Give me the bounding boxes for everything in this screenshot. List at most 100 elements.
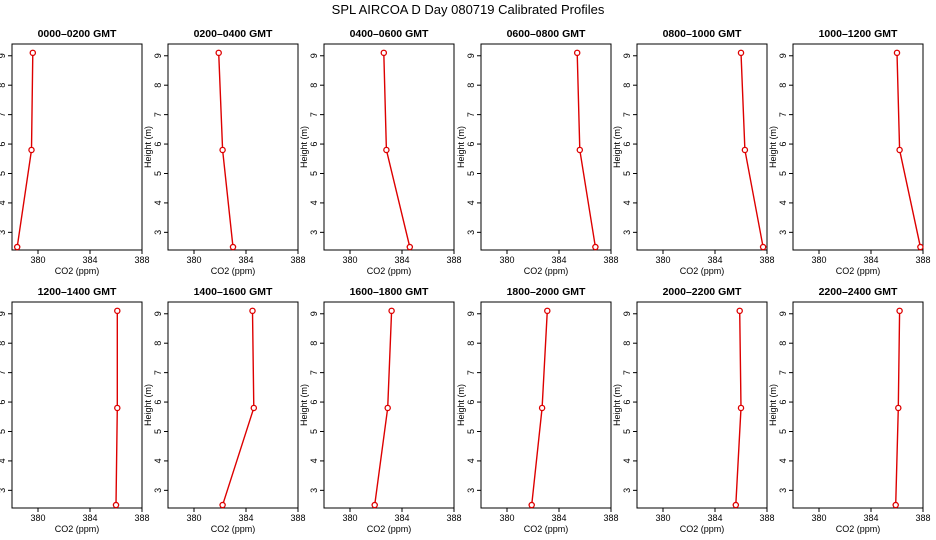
- x-tick-label: 380: [655, 255, 670, 265]
- y-axis-label: Height (m): [456, 384, 466, 426]
- data-point: [250, 404, 258, 412]
- y-tick-label: 4: [466, 458, 476, 463]
- y-tick-label: 8: [778, 341, 788, 346]
- data-point: [576, 146, 584, 154]
- y-tick-label: 8: [466, 83, 476, 88]
- data-point: [528, 501, 535, 509]
- data-point: [215, 49, 222, 57]
- y-tick-label: 9: [0, 311, 7, 316]
- x-tick-label: 380: [655, 513, 670, 523]
- data-point: [893, 49, 901, 57]
- y-tick-label: 8: [0, 83, 7, 88]
- data-point: [112, 501, 120, 509]
- y-tick-label: 4: [153, 200, 163, 205]
- x-tick-label: 384: [863, 255, 878, 265]
- panel-title: 1600–1800 GMT: [350, 286, 429, 298]
- x-axis-label: CO2 (ppm): [836, 524, 881, 534]
- panel-title: 0600–0800 GMT: [507, 28, 586, 40]
- y-tick-label: 4: [466, 200, 476, 205]
- y-tick-label: 6: [622, 142, 632, 147]
- y-tick-label: 5: [778, 429, 788, 434]
- y-tick-label: 6: [778, 400, 788, 405]
- panel-frame: [11, 301, 143, 509]
- panel-11: 2000–2200 GMT 380 384 388 3 4 5 6 7 8 9 CO2 (ppm) He…: [612, 286, 775, 534]
- y-tick-label: 7: [0, 112, 7, 117]
- data-point: [114, 404, 121, 412]
- x-tick-label: 380: [499, 255, 514, 265]
- y-tick-label: 7: [309, 370, 319, 375]
- panel-frame: [480, 301, 612, 509]
- data-point: [29, 49, 37, 57]
- x-axis-label: CO2 (ppm): [211, 266, 256, 276]
- x-tick-label: 380: [811, 513, 826, 523]
- panel-frame: [167, 43, 299, 251]
- x-tick-label: 384: [238, 255, 253, 265]
- y-tick-label: 9: [778, 53, 788, 58]
- y-tick-label: 5: [0, 171, 7, 176]
- y-tick-label: 8: [466, 341, 476, 346]
- y-tick-label: 3: [153, 488, 163, 493]
- y-tick-label: 6: [622, 400, 632, 405]
- y-tick-label: 5: [153, 429, 163, 434]
- y-tick-label: 4: [622, 458, 632, 463]
- y-tick-label: 4: [309, 200, 319, 205]
- y-tick-label: 8: [622, 341, 632, 346]
- x-tick-label: 388: [915, 255, 930, 265]
- y-tick-label: 6: [309, 400, 319, 405]
- x-tick-label: 384: [238, 513, 253, 523]
- y-tick-label: 7: [153, 370, 163, 375]
- x-tick-label: 384: [394, 513, 409, 523]
- data-point: [384, 404, 391, 412]
- data-point: [736, 307, 743, 315]
- y-tick-label: 5: [153, 171, 163, 176]
- x-tick-label: 380: [30, 255, 45, 265]
- panel-1: 0000–0200 GMT 380 384 388 3 4 5 6 7 8 9 CO2 (ppm) He…: [0, 28, 150, 276]
- x-tick-label: 380: [499, 513, 514, 523]
- data-point: [895, 404, 902, 412]
- panel-3: 0400–0600 GMT 380 384 388 3 4 5 6 7 8 9 CO2 (ppm) He…: [299, 28, 462, 276]
- data-point: [114, 307, 121, 315]
- panel-frame: [11, 43, 143, 251]
- y-tick-label: 5: [309, 429, 319, 434]
- x-tick-label: 388: [603, 255, 618, 265]
- panel-title: 1400–1600 GMT: [194, 286, 273, 298]
- y-tick-label: 8: [622, 83, 632, 88]
- y-axis-label: Height (m): [299, 126, 309, 168]
- y-tick-label: 9: [778, 311, 788, 316]
- data-point: [896, 307, 903, 315]
- y-tick-label: 8: [153, 83, 163, 88]
- y-tick-label: 3: [0, 230, 7, 235]
- y-tick-label: 3: [309, 488, 319, 493]
- y-axis-label: Height (m): [143, 126, 153, 168]
- x-axis-label: CO2 (ppm): [55, 266, 100, 276]
- y-tick-label: 9: [622, 53, 632, 58]
- y-axis-label: Height (m): [768, 126, 778, 168]
- y-tick-label: 6: [0, 400, 7, 405]
- panel-frame: [636, 43, 768, 251]
- x-tick-label: 388: [446, 255, 461, 265]
- x-axis-label: CO2 (ppm): [680, 266, 725, 276]
- x-tick-label: 388: [759, 513, 774, 523]
- x-axis-label: CO2 (ppm): [836, 266, 881, 276]
- y-axis-label: Height (m): [768, 384, 778, 426]
- panel-frame: [480, 43, 612, 251]
- x-tick-label: 384: [82, 513, 97, 523]
- x-tick-label: 388: [134, 255, 149, 265]
- y-tick-label: 9: [622, 311, 632, 316]
- panel-4: 0600–0800 GMT 380 384 388 3 4 5 6 7 8 9 CO2 (ppm) He…: [456, 28, 619, 276]
- data-point: [383, 146, 390, 154]
- y-tick-label: 4: [0, 200, 7, 205]
- data-point: [219, 146, 226, 154]
- y-tick-label: 8: [0, 341, 7, 346]
- x-tick-label: 384: [82, 255, 97, 265]
- panel-8: 1400–1600 GMT 380 384 388 3 4 5 6 7 8 9 CO2 (ppm) He…: [143, 286, 306, 534]
- chart-title: SPL AIRCOA D Day 080719 Calibrated Profi…: [332, 2, 605, 17]
- y-tick-label: 9: [309, 311, 319, 316]
- x-tick-label: 380: [811, 255, 826, 265]
- panel-title: 0000–0200 GMT: [38, 28, 117, 40]
- y-tick-label: 5: [778, 171, 788, 176]
- data-point: [592, 243, 599, 251]
- y-tick-label: 7: [153, 112, 163, 117]
